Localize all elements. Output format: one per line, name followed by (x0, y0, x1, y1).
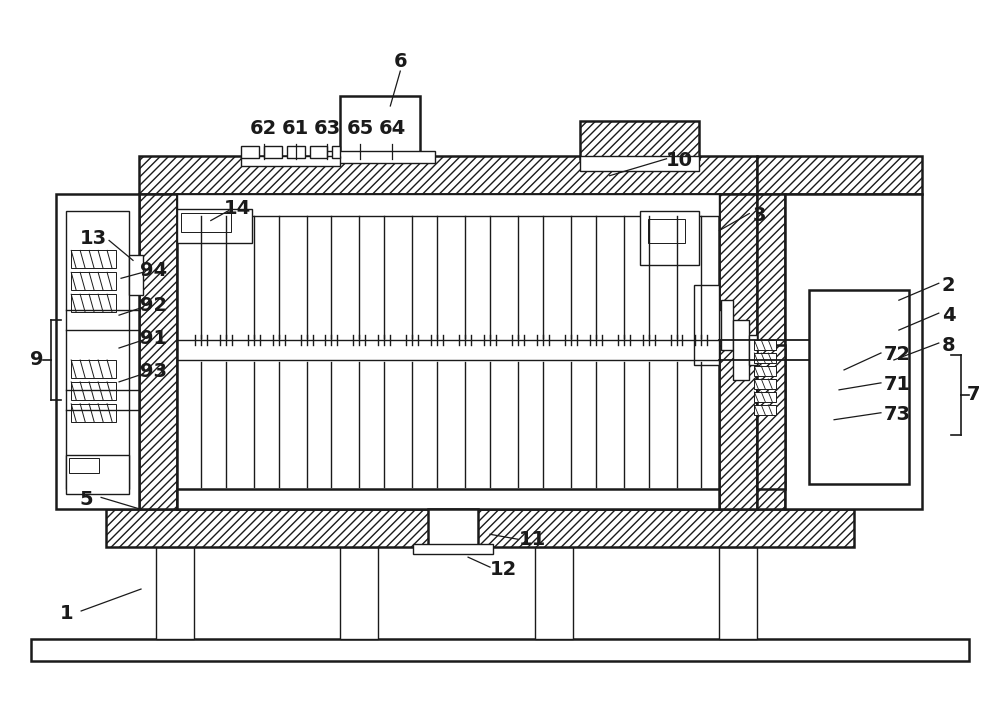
Text: 9: 9 (30, 351, 43, 370)
Bar (71, 382, 116, 400)
Bar (340, 547, 378, 639)
Text: 65: 65 (347, 120, 374, 138)
Text: 12: 12 (489, 560, 517, 579)
Bar (809, 290, 909, 484)
Bar (181, 212, 231, 233)
Bar (156, 547, 194, 639)
Bar (757, 345, 785, 489)
Text: 94: 94 (140, 261, 168, 280)
Bar (241, 146, 259, 157)
Text: 5: 5 (79, 490, 93, 509)
Bar (56, 193, 139, 510)
Bar (241, 156, 340, 166)
Bar (413, 544, 493, 554)
Text: 73: 73 (883, 405, 910, 424)
Text: 71: 71 (883, 375, 910, 394)
Bar (754, 353, 776, 363)
Bar (719, 547, 757, 639)
Bar (177, 193, 719, 216)
Text: 6: 6 (393, 51, 407, 71)
Bar (754, 379, 776, 389)
Bar (640, 211, 699, 265)
Bar (139, 193, 177, 510)
Text: 3: 3 (753, 206, 766, 225)
Text: 11: 11 (519, 530, 547, 549)
Bar (71, 250, 116, 269)
Text: 92: 92 (140, 296, 168, 315)
Bar (310, 146, 327, 157)
Text: 8: 8 (942, 335, 956, 354)
Bar (332, 146, 340, 157)
Bar (66, 455, 129, 494)
Text: 14: 14 (224, 199, 251, 218)
Bar (428, 510, 478, 547)
Bar (754, 405, 776, 415)
Bar (177, 193, 719, 510)
Bar (71, 360, 116, 378)
Bar (139, 156, 757, 193)
Bar (287, 146, 305, 157)
Bar (71, 272, 116, 290)
Text: 1: 1 (59, 605, 73, 624)
Text: 7: 7 (967, 385, 980, 404)
Bar (754, 340, 776, 350)
Text: 63: 63 (314, 120, 341, 138)
Bar (31, 639, 969, 661)
Bar (325, 151, 435, 163)
Bar (264, 146, 282, 157)
Bar (177, 489, 719, 510)
Bar (535, 547, 573, 639)
Bar (580, 121, 699, 159)
Bar (757, 193, 785, 510)
Text: 2: 2 (942, 276, 956, 295)
Text: 62: 62 (250, 120, 277, 138)
Text: 64: 64 (379, 120, 406, 138)
Text: 10: 10 (666, 151, 693, 170)
Bar (694, 285, 719, 365)
Bar (699, 310, 721, 340)
Bar (177, 209, 252, 243)
Text: 4: 4 (942, 306, 956, 325)
Bar (733, 320, 749, 380)
Text: 91: 91 (140, 328, 168, 347)
Bar (754, 366, 776, 376)
Bar (71, 404, 116, 422)
Bar (785, 193, 922, 510)
Bar (757, 156, 922, 193)
Bar (340, 96, 420, 156)
Bar (754, 392, 776, 402)
Text: 93: 93 (140, 363, 167, 382)
Bar (648, 219, 685, 243)
Bar (106, 510, 854, 547)
Bar (66, 211, 129, 489)
Bar (69, 458, 99, 472)
Bar (71, 295, 116, 312)
Bar (129, 255, 143, 295)
Bar (580, 156, 699, 171)
Text: 72: 72 (883, 345, 910, 364)
Text: 61: 61 (282, 120, 309, 138)
Text: 13: 13 (80, 229, 107, 248)
Bar (749, 335, 757, 365)
Bar (719, 193, 757, 510)
Bar (721, 300, 733, 350)
